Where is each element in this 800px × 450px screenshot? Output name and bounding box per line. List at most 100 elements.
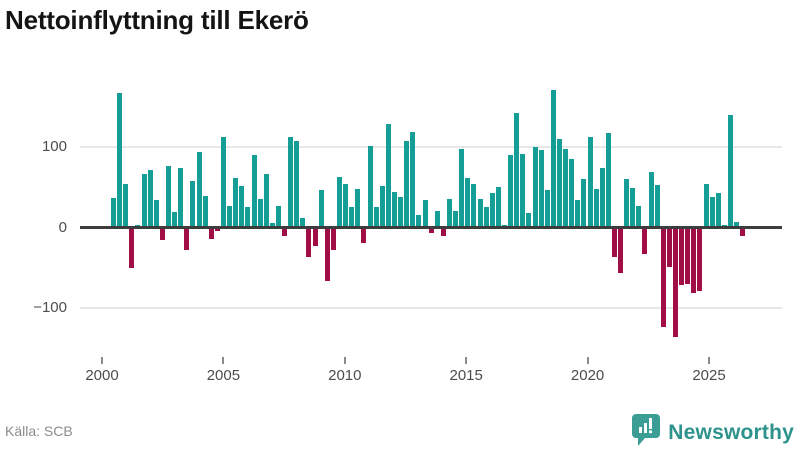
bar-2001-Q3 [147,169,153,228]
bar-2025-Q2 [728,114,733,228]
bar-2023-Q3 [685,227,691,284]
bar-2021-Q4 [642,227,648,255]
bar-2018-Q4 [569,159,575,228]
bar-2021-Q1 [624,179,630,228]
bar-2004-Q1 [208,227,214,239]
x-axis-label-2015: 2015 [449,367,483,384]
bar-2011-Q4 [398,196,404,228]
x-axis-label-2000: 2000 [85,367,119,384]
bar-2011-Q2 [385,123,391,228]
x-tick-2000 [101,357,103,364]
bar-2025-Q3 [734,221,740,228]
bar-2003-Q2 [190,180,196,228]
bar-2001-Q4 [153,200,159,228]
bar-2002-Q1 [159,227,165,241]
y-axis-label--100: −100 [33,299,67,316]
bar-2017-Q1 [526,213,532,228]
bar-2018-Q2 [556,138,562,228]
bar-2008-Q3 [318,189,324,228]
bar-2006-Q4 [275,205,281,228]
bar-2024-Q4 [715,192,721,228]
bar-2004-Q3 [220,137,226,228]
bar-2010-Q1 [355,188,361,228]
bar-2005-Q2 [239,186,245,228]
bar-2009-Q1 [330,227,336,251]
bar-2002-Q3 [172,212,178,228]
bar-2000-Q4 [129,227,135,268]
bar-2015-Q1 [477,199,483,228]
newsworthy-wordmark: Newsworthy [668,420,794,444]
newsworthy-logo: Newsworthy [631,412,794,450]
bar-2008-Q2 [312,227,318,246]
x-tick-2025 [708,357,710,364]
bar-2023-Q4 [691,227,697,293]
bar-2023-Q2 [679,227,685,285]
bar-2000-Q1 [111,197,116,228]
x-tick-2005 [222,357,225,364]
bar-2007-Q1 [282,227,288,236]
bar-2022-Q2 [654,184,660,228]
bar-2003-Q1 [184,227,190,251]
bar-2024-Q1 [697,227,703,292]
bar-2012-Q2 [410,131,416,228]
bar-2004-Q4 [227,205,233,228]
bar-2011-Q1 [379,185,385,228]
bar-2010-Q3 [367,146,373,228]
x-axis-label-2025: 2025 [692,367,726,384]
bar-2014-Q4 [471,184,477,228]
bar-2016-Q3 [514,113,520,228]
bar-2018-Q3 [563,148,569,228]
bar-2017-Q3 [538,150,544,228]
y-axis-label-0: 0 [58,218,67,236]
bar-2019-Q2 [581,179,587,228]
bar-2025-Q4 [740,227,746,237]
bar-2011-Q3 [392,192,397,228]
x-tick-2010 [343,357,346,364]
bar-2014-Q3 [465,178,471,228]
newsworthy-speech-bubble-chart-icon [631,412,661,450]
bar-2010-Q2 [361,227,367,243]
bar-2023-Q1 [673,227,679,337]
bar-2003-Q3 [196,151,202,228]
bar-2009-Q2 [337,176,343,228]
bar-2002-Q2 [165,165,171,228]
bar-2021-Q3 [636,205,642,228]
gridline--100 [80,307,782,309]
bar-2020-Q4 [618,227,624,274]
source-label: Källa: SCB [5,423,73,439]
bar-2019-Q4 [593,188,599,228]
bar-2020-Q3 [611,227,617,258]
bar-2016-Q4 [520,154,526,228]
bar-2006-Q1 [257,199,263,228]
bar-2010-Q4 [373,207,379,228]
bar-2015-Q4 [495,187,501,228]
bar-2000-Q3 [123,184,129,228]
bar-2007-Q4 [300,217,306,228]
bar-2021-Q2 [630,188,636,228]
zero-axis-line [80,226,782,229]
bar-2005-Q4 [251,155,257,228]
bar-2017-Q4 [544,190,550,228]
bar-2012-Q1 [404,141,410,228]
bar-2001-Q2 [141,174,147,228]
bar-2008-Q4 [324,227,330,281]
x-axis-label-2020: 2020 [570,367,605,384]
bar-2007-Q2 [288,137,294,228]
bar-2005-Q1 [233,177,239,228]
bar-2002-Q4 [178,167,184,228]
bar-2022-Q1 [648,171,654,228]
bar-2006-Q3 [269,223,275,228]
bar-2022-Q3 [660,227,666,328]
y-axis-label-100: 100 [41,138,67,155]
bar-2014-Q2 [459,149,465,228]
bar-2013-Q1 [428,227,434,234]
bar-2016-Q2 [508,155,514,228]
bar-2013-Q3 [440,227,446,237]
bar-2000-Q2 [117,93,123,228]
bar-2004-Q2 [214,227,220,231]
bar-2007-Q3 [294,140,300,228]
bar-2013-Q4 [446,199,452,228]
bar-2017-Q2 [532,147,538,228]
